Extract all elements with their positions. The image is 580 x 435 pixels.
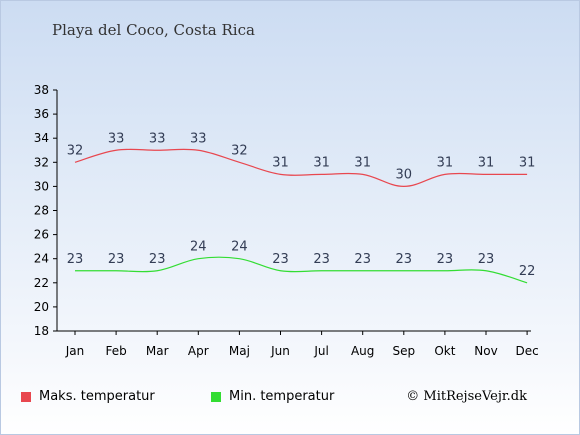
data-label-max: 33: [149, 131, 166, 146]
y-tick-label: 18: [34, 324, 49, 338]
x-tick-label: Aug: [351, 344, 374, 358]
series-line-max: [74, 148, 528, 188]
y-tick-label: 38: [34, 83, 49, 97]
x-tick-label: Jun: [270, 344, 290, 358]
data-label-max: 31: [437, 155, 454, 170]
y-tick-label: 24: [34, 252, 49, 266]
data-label-min: 24: [190, 240, 207, 255]
y-tick-label: 20: [34, 300, 49, 314]
x-tick-label: Sep: [392, 344, 415, 358]
data-label-min: 23: [313, 252, 330, 267]
data-label-max: 32: [67, 143, 84, 158]
legend-label-max: Maks. temperatur: [39, 389, 155, 404]
data-label-min: 23: [437, 252, 454, 267]
x-tick-label: Okt: [434, 344, 455, 358]
y-tick-label: 26: [34, 228, 49, 242]
data-label-max: 33: [108, 131, 125, 146]
y-tick-label: 34: [34, 131, 49, 145]
data-label-max: 31: [519, 155, 536, 170]
data-label-max: 33: [190, 131, 207, 146]
y-tick-label: 28: [34, 204, 49, 218]
y-tick-label: 32: [34, 155, 49, 169]
data-label-min: 23: [272, 252, 289, 267]
data-label-max: 32: [231, 143, 248, 158]
legend-item-max: Maks. temperatur: [21, 389, 155, 404]
x-tick-label: Nov: [474, 344, 497, 358]
y-tick-label: 30: [34, 179, 49, 193]
data-label-min: 23: [67, 252, 84, 267]
credit-text: © MitRejseVejr.dk: [406, 389, 527, 404]
x-tick-label: Dec: [515, 344, 538, 358]
legend-item-min: Min. temperatur: [211, 389, 334, 404]
data-label-max: 30: [396, 167, 413, 182]
data-label-min: 23: [478, 252, 495, 267]
data-label-min: 23: [149, 252, 166, 267]
data-label-max: 31: [478, 155, 495, 170]
data-label-max: 31: [354, 155, 371, 170]
data-label-min: 24: [231, 240, 248, 255]
data-label-min: 22: [519, 264, 536, 279]
x-tick-label: Maj: [229, 344, 250, 358]
data-label-min: 23: [396, 252, 413, 267]
x-tick-label: Jan: [65, 344, 85, 358]
legend-label-min: Min. temperatur: [229, 389, 335, 404]
x-tick-label: Apr: [188, 344, 209, 358]
legend-swatch-min: [211, 391, 221, 402]
data-label-min: 23: [354, 252, 371, 267]
legend-swatch-max: [21, 391, 31, 402]
series-line-min: [75, 256, 528, 284]
y-tick-label: 22: [34, 276, 49, 290]
x-tick-label: Feb: [105, 344, 126, 358]
data-label-max: 31: [272, 155, 289, 170]
x-tick-label: Jul: [313, 344, 328, 358]
x-tick-label: Mar: [146, 344, 169, 358]
data-label-max: 31: [313, 155, 330, 170]
y-tick-label: 36: [34, 107, 49, 121]
chart-title: Playa del Coco, Costa Rica: [52, 21, 255, 39]
data-label-min: 23: [108, 252, 125, 267]
